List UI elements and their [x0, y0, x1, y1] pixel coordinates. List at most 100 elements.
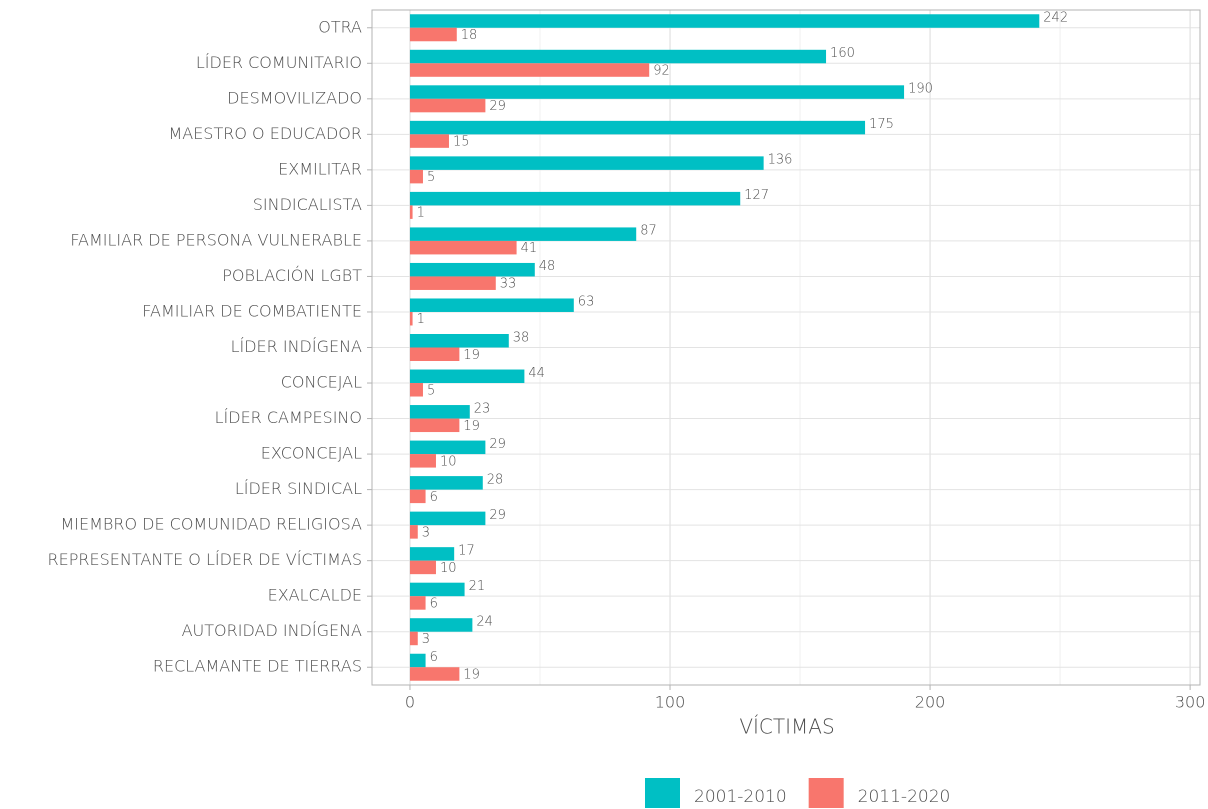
bar — [409, 618, 473, 632]
value-label: 242 — [1043, 11, 1068, 26]
x-tick-label: 0 — [405, 693, 415, 712]
value-label: 29 — [489, 99, 506, 114]
bar — [409, 383, 423, 397]
value-label: 175 — [869, 117, 894, 132]
legend-label: 2011-2020 — [858, 787, 951, 807]
y-tick-label: LÍDER SINDICAL — [235, 479, 362, 498]
y-tick-label: MIEMBRO DE COMUNIDAD RELIGIOSA — [60, 515, 362, 534]
bar — [409, 98, 486, 113]
bar — [409, 262, 535, 277]
bar — [409, 347, 460, 361]
x-tick-label: 300 — [1175, 693, 1206, 712]
bar — [409, 547, 455, 561]
value-label: 63 — [578, 295, 595, 310]
value-label: 127 — [744, 188, 769, 203]
bar — [409, 525, 418, 539]
y-tick-label: SINDICALISTA — [253, 195, 362, 214]
value-label: 44 — [528, 366, 545, 381]
value-label: 6 — [430, 650, 438, 665]
bar — [409, 49, 827, 64]
bar — [409, 311, 413, 326]
value-label: 48 — [539, 259, 556, 274]
value-label: 6 — [430, 596, 438, 611]
value-label: 3 — [422, 525, 430, 540]
y-tick-label: EXALCALDE — [268, 586, 362, 605]
value-label: 1 — [417, 312, 425, 327]
value-label: 18 — [461, 28, 478, 43]
value-label: 87 — [640, 224, 657, 239]
bar — [409, 169, 423, 184]
y-tick-label: AUTORIDAD INDÍGENA — [182, 621, 362, 640]
y-tick-label: LÍDER INDÍGENA — [231, 337, 362, 356]
bar — [409, 120, 866, 135]
bar — [409, 191, 741, 206]
bar — [409, 596, 426, 610]
value-label: 29 — [489, 437, 506, 452]
y-tick-label: FAMILIAR DE PERSONA VULNERABLE — [70, 230, 362, 249]
value-label: 23 — [474, 401, 491, 416]
value-label: 41 — [521, 241, 538, 256]
y-tick-label: RECLAMANTE DE TIERRAS — [153, 657, 362, 676]
bar — [409, 334, 509, 348]
bar — [409, 369, 525, 384]
bar — [409, 440, 486, 455]
value-label: 5 — [427, 170, 435, 185]
panel-border — [371, 9, 1201, 686]
value-label: 17 — [458, 543, 475, 558]
value-label: 21 — [469, 579, 486, 594]
bar — [409, 156, 764, 170]
value-label: 28 — [487, 472, 504, 487]
x-tick-label: 100 — [655, 693, 686, 712]
value-label: 10 — [440, 561, 457, 576]
value-label: 3 — [422, 632, 430, 647]
y-tick-label: REPRESENTANTE O LÍDER DE VÍCTIMAS — [48, 550, 362, 569]
value-label: 38 — [513, 330, 530, 345]
y-tick-label: LÍDER CAMPESINO — [215, 408, 362, 427]
y-tick-label: OTRA — [318, 17, 362, 36]
value-label: 6 — [430, 490, 438, 505]
bar — [409, 476, 483, 490]
bar — [409, 298, 574, 312]
bar — [409, 489, 426, 504]
value-label: 5 — [427, 383, 435, 398]
bar — [409, 85, 905, 99]
x-axis-title: VÍCTIMAS — [739, 715, 834, 739]
value-label: 24 — [476, 614, 493, 629]
legend-swatch — [808, 778, 844, 808]
value-label: 19 — [463, 419, 480, 434]
value-label: 136 — [768, 153, 793, 168]
bar — [409, 14, 1040, 28]
bar — [409, 418, 460, 433]
value-label: 33 — [500, 277, 517, 292]
bar — [409, 511, 486, 526]
bar — [409, 276, 496, 290]
y-tick-label: LÍDER COMUNITARIO — [196, 53, 362, 72]
legend-label: 2001-2010 — [694, 787, 787, 807]
value-label: 160 — [830, 46, 855, 61]
bar — [409, 27, 457, 42]
value-label: 10 — [440, 454, 457, 469]
y-tick-label: FAMILIAR DE COMBATIENTE — [142, 301, 362, 320]
value-label: 190 — [908, 82, 933, 97]
y-tick-label: DESMOVILIZADO — [227, 88, 362, 107]
value-label: 19 — [463, 667, 480, 682]
value-label: 19 — [463, 348, 480, 363]
y-tick-label: POBLACIÓN LGBT — [222, 266, 362, 285]
bar — [409, 134, 449, 148]
y-tick-label: EXMILITAR — [278, 159, 362, 178]
bar — [409, 631, 418, 646]
legend-swatch — [645, 778, 680, 808]
value-label: 15 — [453, 135, 470, 150]
value-label: 1 — [417, 206, 425, 221]
bar — [409, 205, 413, 219]
y-tick-label: MAESTRO O EDUCADOR — [168, 124, 362, 143]
bar — [409, 653, 426, 668]
y-tick-label: CONCEJAL — [281, 373, 362, 392]
bar — [409, 240, 517, 255]
value-label: 92 — [653, 64, 670, 79]
bar — [409, 667, 460, 681]
y-tick-label: EXCONCEJAL — [261, 444, 362, 463]
x-tick-label: 200 — [915, 693, 946, 712]
bar — [409, 582, 465, 597]
